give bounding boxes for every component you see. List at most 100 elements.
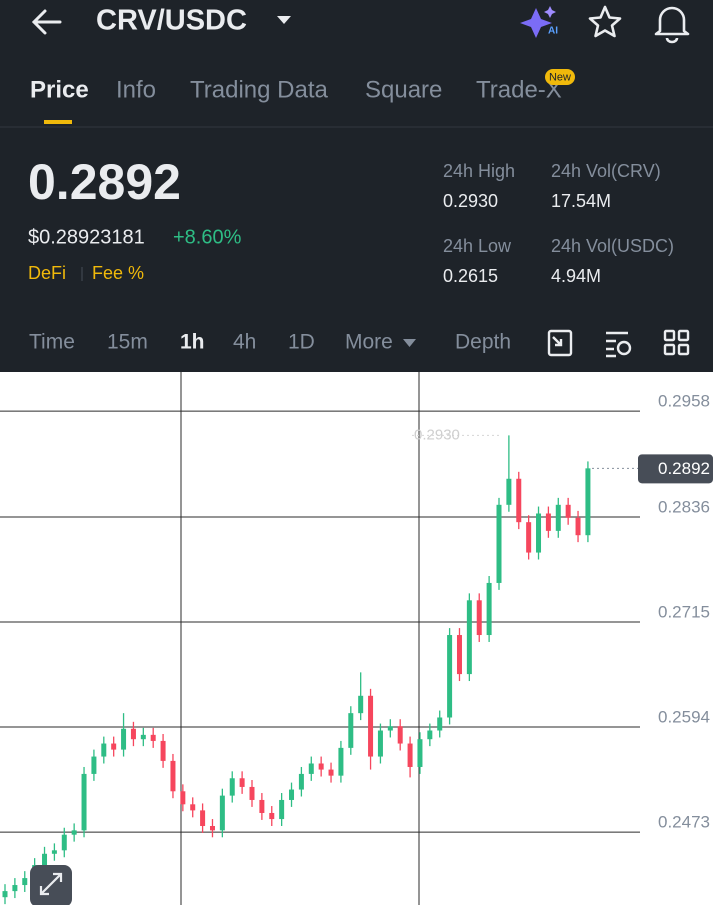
pair-caret[interactable] [277,16,291,24]
interval-option[interactable]: 1D [288,331,315,354]
stat-label: 24h Vol(USDC) [551,236,674,256]
candle-body [476,600,482,636]
candle-body [200,810,206,827]
candle-body [239,778,245,787]
candle-body [506,478,512,505]
candle-body [121,728,127,750]
candle-body [575,517,581,536]
candle-body [229,778,235,796]
y-tick-label: 0.2473 [658,813,710,832]
candle-body [150,734,156,741]
candle-body [318,763,324,770]
chart-bg [0,372,713,905]
candle-body [279,799,285,820]
fee-tag[interactable]: Fee % [92,263,144,283]
candle-body [160,740,166,761]
new-badge-bg [545,69,575,85]
candle-body [209,826,215,831]
candle-body [298,773,304,790]
candle-body [348,713,354,748]
layout-tool[interactable] [547,329,573,357]
candle-body [91,756,97,774]
candle-body [42,853,48,866]
candle-body [249,786,255,800]
candle-body [259,799,265,813]
candle-body [71,830,77,835]
fullscreen-button[interactable] [30,865,72,905]
last-price: 0.2892 [28,154,181,210]
tool-icon [552,336,563,347]
bell-icon [654,6,690,36]
candle-body [496,504,502,583]
candle-body [387,726,393,731]
interval-option[interactable]: Time [29,331,75,354]
grid-tool[interactable] [663,329,690,356]
ai-button[interactable]: AI [520,6,558,38]
candle-body [130,728,136,740]
candle-body [180,791,186,805]
stat-value: 0.2930 [443,191,498,211]
favorite-button[interactable] [588,5,622,38]
sparkle-icon [520,8,552,38]
high-marker-label: 0.2930 [414,426,460,443]
chart-tools [547,329,690,358]
interval-bar: Time 15m 1h 4h 1D More Depth [29,331,511,354]
interval-option[interactable]: More [345,331,393,354]
header-bg [0,0,713,372]
candle-body [437,717,443,731]
candle-body [466,600,472,675]
candle-body [545,513,551,531]
active-tab-indicator [44,120,72,124]
tab[interactable]: Price [30,76,89,103]
stat-value: 17.54M [551,191,611,211]
candle-body [565,504,571,518]
tool-icon [606,331,628,358]
stat-label: 24h High [443,161,515,181]
tool-icon [663,343,676,356]
tab[interactable]: Info [116,76,156,103]
candle-body [51,850,57,854]
candle-body [328,769,334,776]
candle-body [516,478,522,523]
candle-body [526,522,532,553]
interval-option[interactable]: 1h [180,331,205,354]
candle-body [536,513,542,553]
pair-title[interactable]: CRV/USDC [96,5,247,37]
candle-body [219,795,225,831]
interval-option[interactable]: 4h [233,331,256,354]
candle-body [289,789,295,800]
candle-body [555,504,561,531]
tab-bar: Price Info Trading Data Square Trade-X [30,76,562,103]
stat-label: 24h Vol(CRV) [551,161,661,181]
ai-badge: AI [548,26,558,37]
indicator-tool[interactable] [606,331,632,358]
candle-body [111,743,117,750]
candle-body [308,763,314,774]
candle-body [427,730,433,740]
tab[interactable]: Trading Data [190,76,329,103]
alert-button[interactable] [654,6,690,44]
more-caret[interactable] [403,339,416,347]
candle-body [81,773,87,831]
interval-option[interactable]: Depth [455,331,511,354]
stat-value: 4.94M [551,266,601,286]
stats: 24h High 0.2930 24h Vol(CRV) 17.54M 24h Low 0… [443,161,674,286]
tool-icon [663,329,676,342]
y-tick-label: 0.2715 [658,602,710,621]
back-button[interactable] [31,9,62,35]
y-tick-label: 0.2958 [658,392,710,411]
candle-body [456,635,462,675]
candle-body [417,739,423,767]
y-tick-label: 0.2594 [658,708,710,727]
y-tick-label: 0.2836 [658,497,710,516]
last-price-label: 0.2892 [658,459,710,478]
candle-body [269,812,275,820]
interval-option[interactable]: 15m [107,331,148,354]
candle-body [338,747,344,776]
candle-body [101,743,107,757]
sector-tag[interactable]: DeFi [28,263,66,283]
back-arrow [31,9,62,35]
tab[interactable]: Square [365,76,442,103]
candle-body [486,582,492,636]
